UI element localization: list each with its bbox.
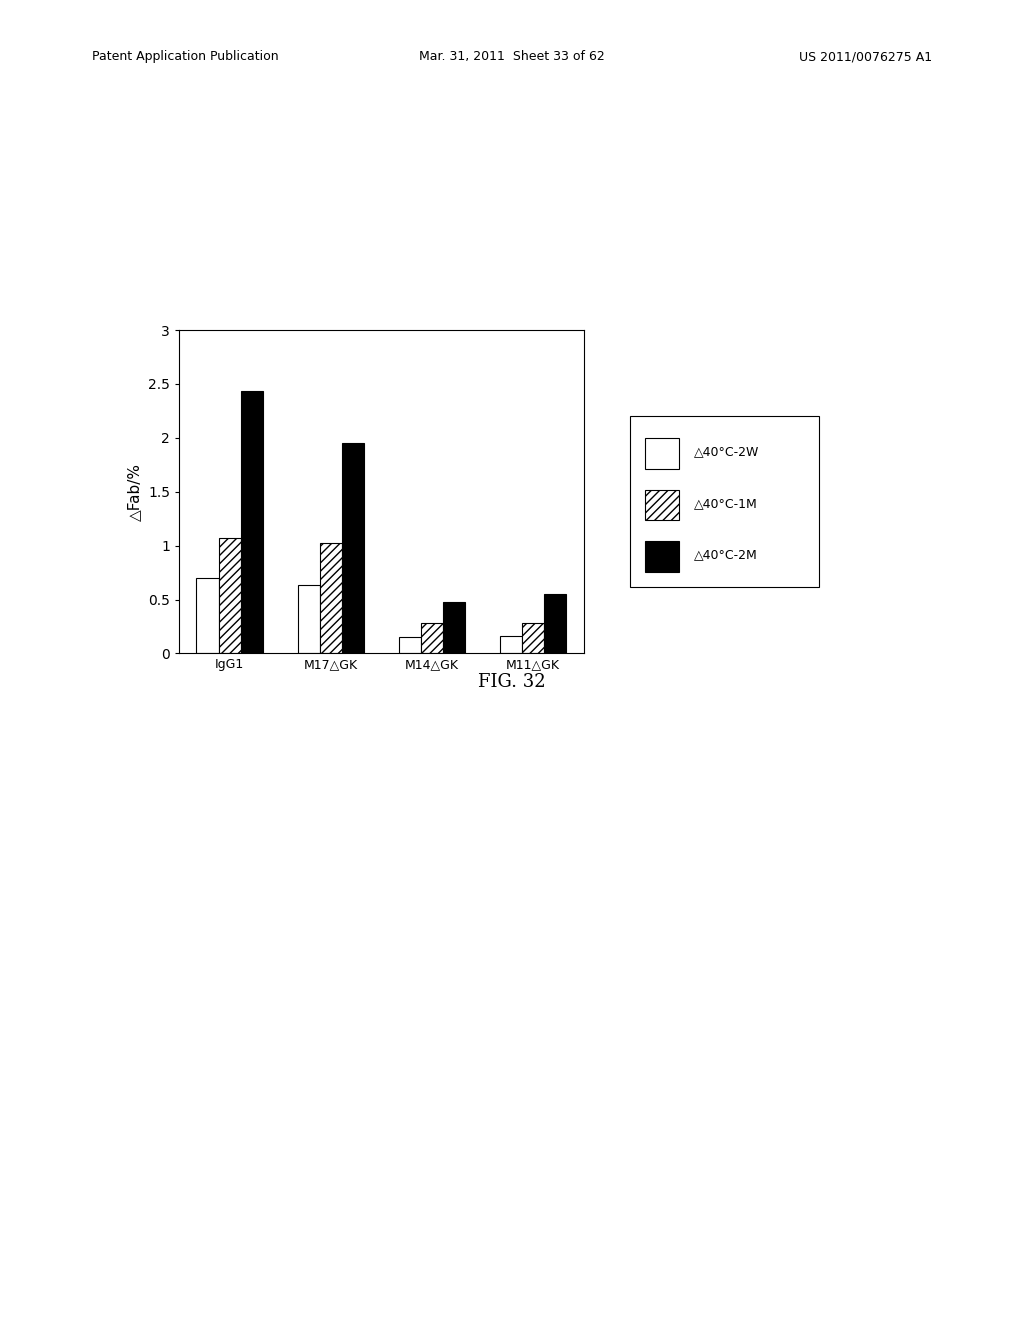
Bar bbox=[443, 602, 465, 653]
Text: △40°C-2W: △40°C-2W bbox=[694, 445, 760, 458]
Bar bbox=[522, 623, 544, 653]
Bar bbox=[645, 541, 679, 572]
Bar bbox=[398, 638, 421, 653]
Text: US 2011/0076275 A1: US 2011/0076275 A1 bbox=[799, 50, 932, 63]
Bar bbox=[421, 623, 443, 653]
Text: △40°C-1M: △40°C-1M bbox=[694, 496, 758, 510]
Text: Mar. 31, 2011  Sheet 33 of 62: Mar. 31, 2011 Sheet 33 of 62 bbox=[419, 50, 605, 63]
Text: FIG. 32: FIG. 32 bbox=[478, 673, 546, 692]
Bar bbox=[645, 438, 679, 469]
Bar bbox=[219, 539, 241, 653]
Bar bbox=[241, 392, 263, 653]
Bar bbox=[197, 578, 219, 653]
Text: △40°C-2M: △40°C-2M bbox=[694, 548, 758, 561]
Bar bbox=[500, 636, 522, 653]
Bar bbox=[298, 586, 319, 653]
Bar bbox=[544, 594, 566, 653]
Bar bbox=[342, 444, 365, 653]
Text: Patent Application Publication: Patent Application Publication bbox=[92, 50, 279, 63]
Y-axis label: △Fab/%: △Fab/% bbox=[128, 463, 142, 520]
Bar bbox=[319, 544, 342, 653]
Bar bbox=[645, 490, 679, 520]
